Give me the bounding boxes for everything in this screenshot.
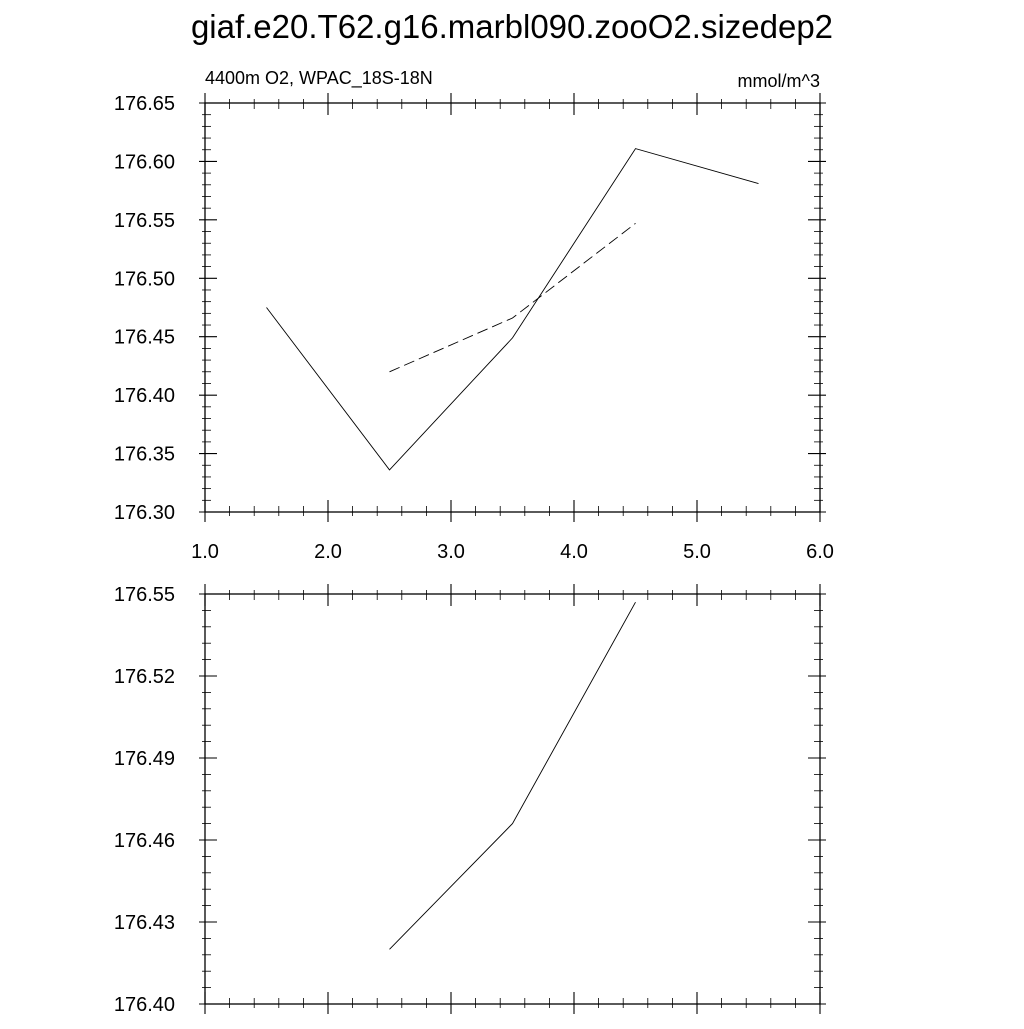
x-tick-label: 6.0 bbox=[806, 541, 834, 563]
x-tick-label: 5.0 bbox=[683, 541, 711, 563]
figure-title: giaf.e20.T62.g16.marbl090.zooO2.sizedep2 bbox=[191, 8, 833, 45]
y-tick-label: 176.40 bbox=[114, 385, 175, 407]
y-tick-label: 176.55 bbox=[114, 584, 175, 606]
y-tick-label: 176.60 bbox=[114, 151, 175, 173]
y-tick-label: 176.50 bbox=[114, 268, 175, 290]
panel-subtitle-left: 4400m O2, WPAC_18S-18N bbox=[205, 68, 433, 89]
panel-units-label: mmol/m^3 bbox=[738, 71, 820, 91]
chart-panel-1: 4400m O2, WPAC_18S-18N mmol/m^3 176.30 176.… bbox=[114, 68, 834, 563]
x-tick-label: 3.0 bbox=[437, 541, 465, 563]
x-tick-label: 2.0 bbox=[314, 541, 342, 563]
y-tick-label: 176.30 bbox=[114, 502, 175, 524]
x-tick-label: 4.0 bbox=[560, 541, 588, 563]
plot-frame bbox=[204, 593, 821, 1005]
y-tick-label: 176.43 bbox=[114, 912, 175, 934]
y-tick-label: 176.40 bbox=[114, 994, 175, 1016]
y-tick-label: 176.49 bbox=[114, 748, 175, 770]
y-tick-label: 176.55 bbox=[114, 210, 175, 232]
series-line-2-dashed bbox=[389, 223, 636, 373]
y-tick-label: 176.45 bbox=[114, 327, 175, 349]
x-tick-label: 1.0 bbox=[191, 541, 219, 563]
series-line-1-solid bbox=[389, 601, 636, 950]
y-tick-label: 176.35 bbox=[114, 444, 175, 466]
series-line-1-solid bbox=[266, 148, 759, 471]
y-tick-label: 176.46 bbox=[114, 830, 175, 852]
y-tick-label: 176.52 bbox=[114, 666, 175, 688]
y-tick-label: 176.65 bbox=[114, 93, 175, 115]
chart-panel-2: 176.40 176.43 176.46 176.49 176.52 176.55 bbox=[114, 584, 826, 1016]
plot-frame bbox=[204, 102, 821, 513]
